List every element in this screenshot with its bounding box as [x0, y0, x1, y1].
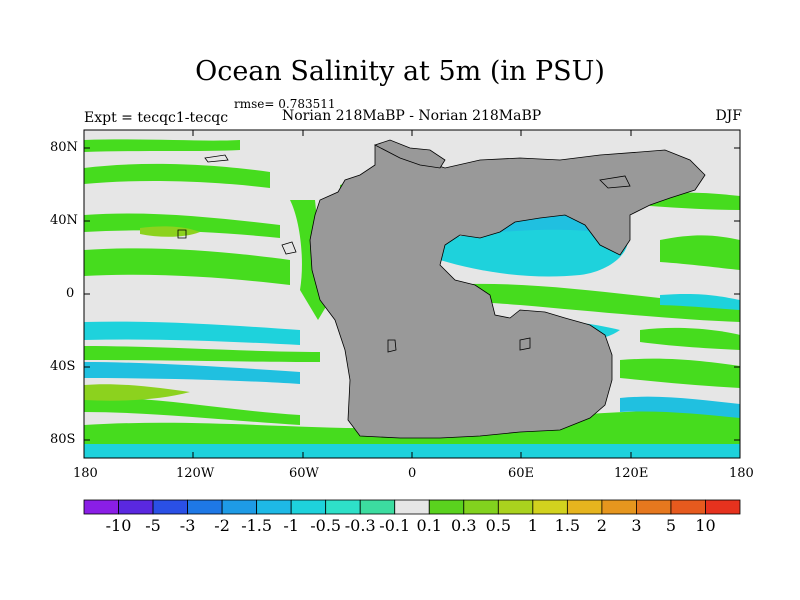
east-tropical-green — [660, 235, 740, 270]
period-label: Norian 218MaBP - Norian 218MaBP — [282, 108, 542, 124]
east-ocean-green — [640, 327, 740, 350]
island-outline — [177, 229, 187, 239]
colorbar-tick-label: -2 — [214, 516, 230, 535]
colorbar-tick-label: -1 — [283, 516, 299, 535]
colorbar-tick-label: -10 — [105, 516, 132, 535]
colorbar-tick-label: -3 — [179, 516, 196, 535]
colorbar-swatch — [256, 499, 292, 515]
colorbar-swatch — [636, 499, 672, 515]
colorbar-tick-label: 3 — [631, 516, 642, 535]
island-outline — [281, 241, 297, 255]
lon-label: 180 — [73, 466, 98, 481]
colorbar-tick-label: -0.5 — [310, 516, 342, 535]
colorbar-swatch — [601, 499, 637, 515]
south-pacific-cyan-1 — [84, 321, 300, 345]
colorbar — [83, 499, 741, 515]
lat-label: 40N — [50, 213, 78, 228]
colorbar-swatch — [221, 499, 258, 515]
south-pacific-cyan-2 — [84, 362, 300, 384]
island-outline — [204, 154, 229, 163]
tethys-south-green — [440, 283, 740, 322]
axis-ticks — [84, 130, 740, 458]
colorbar-swatch — [83, 499, 119, 515]
season-label: DJF — [715, 108, 742, 124]
tethys-cyan — [440, 225, 628, 277]
colorbar-tick-label: 10 — [695, 516, 716, 535]
south-pacific-green — [84, 397, 300, 425]
colorbar-swatch — [325, 499, 361, 515]
lat-label: 0 — [66, 286, 75, 301]
lon-label: 60E — [508, 466, 535, 481]
colorbar-tick-label: 1 — [527, 516, 538, 535]
colorbar-swatch — [497, 499, 534, 515]
south-pacific-green-2 — [84, 346, 320, 362]
lat-label: 40S — [50, 359, 76, 374]
colorbar-swatch — [359, 499, 396, 515]
southeast-cyan — [620, 396, 740, 418]
colorbar-tick-label: 1.5 — [554, 516, 581, 535]
colorbar-swatch — [428, 499, 465, 515]
east-cyan-strip — [660, 293, 740, 310]
colorbar-tick-label: -5 — [145, 516, 161, 535]
colorbar-tick-label: 2 — [596, 516, 607, 535]
colorbar-swatch — [187, 499, 223, 515]
lon-label: 120E — [614, 466, 649, 481]
colorbar-swatch — [290, 499, 327, 515]
colorbar-tick-label: 0.3 — [451, 516, 477, 535]
lon-label: 0 — [408, 466, 417, 481]
lon-label: 60W — [289, 466, 319, 481]
pangaea-landmass — [309, 144, 706, 439]
lat-label: 80N — [50, 140, 78, 155]
north-pacific-green-2 — [84, 163, 270, 188]
map-field — [84, 130, 740, 458]
rmse-label: rmse= 0.783511 — [234, 97, 336, 111]
lat-label: 80S — [50, 432, 76, 447]
colorbar-tick-label: -1.5 — [241, 516, 273, 535]
lon-label: 120W — [176, 466, 215, 481]
island-outline — [519, 337, 531, 351]
colorbar-tick-label: -0.3 — [344, 516, 376, 535]
arctic-green — [84, 139, 240, 152]
colorbar-swatch — [670, 499, 706, 515]
colorbar-tick-label: 0.5 — [485, 516, 512, 535]
colorbar-swatch — [463, 499, 499, 515]
colorbar-tick-label: -0.1 — [379, 516, 411, 535]
map-title: Ocean Salinity at 5m (in PSU) — [195, 56, 605, 87]
colorbar-tick-label: 0.1 — [416, 516, 442, 535]
south-pacific-lime — [84, 384, 190, 401]
colorbar-swatch — [532, 499, 568, 515]
north-landmass-block — [373, 139, 446, 169]
island-outline — [599, 175, 631, 189]
north-pacific-lime — [140, 226, 200, 237]
colorbar-tick-label: 5 — [665, 516, 677, 535]
colorbar-swatch — [152, 499, 188, 515]
colorbar-swatch — [705, 499, 741, 515]
colorbar-swatch — [566, 499, 603, 515]
north-pacific-green-1 — [84, 213, 280, 238]
island-outline — [387, 339, 397, 353]
southeast-green — [620, 358, 740, 388]
colorbar-swatch — [118, 499, 154, 515]
tropical-pacific-green — [84, 248, 290, 285]
experiment-label: Expt = tecqc1-tecqc — [84, 110, 229, 126]
lon-label: 180 — [729, 466, 754, 481]
southern-cyan-band — [84, 440, 740, 458]
colorbar-swatch — [394, 499, 430, 515]
